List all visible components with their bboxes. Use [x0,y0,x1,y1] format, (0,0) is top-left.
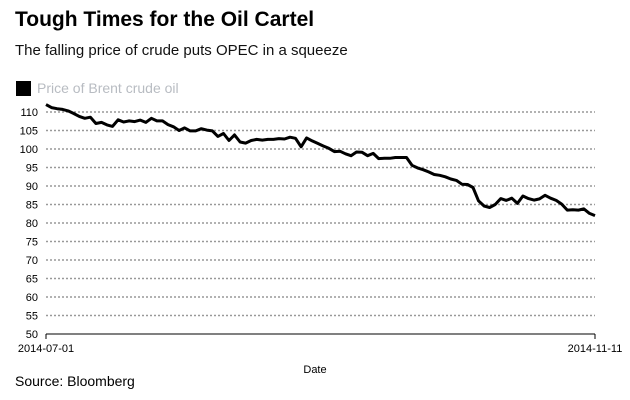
legend-swatch [16,80,31,96]
y-tick-label: 70 [26,255,38,267]
y-tick-label: 100 [20,144,38,156]
y-tick-label: 80 [26,218,38,230]
y-tick-label: 55 [26,311,38,323]
x-axis-label: Date [303,364,326,376]
legend-label: Price of Brent crude oil [37,80,179,96]
y-tick-label: 65 [26,274,38,286]
chart-subtitle: The falling price of crude puts OPEC in … [15,42,348,59]
x-tick-label: 2014-07-01 [18,343,74,355]
series-line-brent [45,103,596,217]
y-tick-label: 50 [26,329,38,341]
legend: Price of Brent crude oil [16,80,179,96]
y-tick-label: 110 [20,107,38,119]
y-tick-label: 60 [26,292,38,304]
source-note: Source: Bloomberg [15,373,135,389]
y-tick-label: 95 [26,163,38,175]
chart-title: Tough Times for the Oil Cartel [15,8,315,31]
x-tick-label: 2014-11-11 [568,343,623,355]
y-tick-label: 85 [26,200,38,212]
y-tick-label: 75 [26,237,38,249]
y-tick-label: 90 [26,181,38,193]
y-tick-label: 105 [20,126,38,138]
